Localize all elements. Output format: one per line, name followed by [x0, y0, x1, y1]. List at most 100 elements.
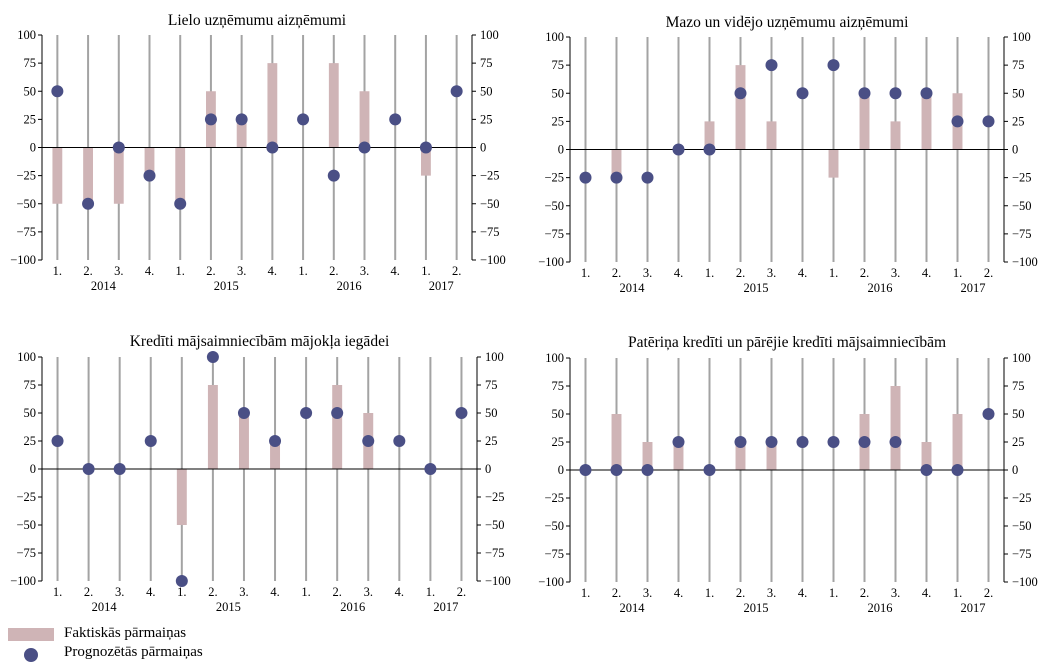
forecast-dot: [579, 171, 592, 184]
forecast-dot: [269, 435, 282, 447]
x-tick-label: 4.: [674, 586, 683, 600]
x-tick-label: 4.: [270, 585, 279, 599]
x-year-label: 2015: [744, 281, 769, 295]
y-tick-label-left: 100: [17, 350, 36, 364]
chart-title: Kredīti mājsaimniecībām mājokļa iegādei: [130, 333, 390, 350]
forecast-dot: [672, 436, 685, 448]
forecast-dot: [951, 115, 964, 128]
y-tick-label-left: 0: [558, 463, 564, 477]
forecast-dot: [796, 436, 809, 448]
x-tick-label: 4.: [922, 586, 931, 600]
y-tick-label-right: 50: [1012, 407, 1025, 421]
y-tick-label-left: 50: [24, 406, 37, 420]
x-tick-label: 3.: [239, 585, 248, 599]
x-tick-label: 1.: [298, 264, 307, 278]
forecast-dot: [734, 436, 747, 448]
x-year-label: 2014: [620, 281, 646, 295]
forecast-dot: [300, 407, 313, 419]
forecast-dot: [237, 407, 250, 419]
x-tick-label: 3.: [643, 266, 652, 280]
x-tick-label: 1.: [177, 585, 186, 599]
forecast-dot: [641, 171, 654, 184]
y-tick-label-left: 25: [24, 112, 37, 126]
bar: [766, 121, 777, 150]
y-tick-label-right: −100: [480, 253, 506, 267]
y-tick-label-right: −50: [1012, 199, 1032, 213]
bar: [890, 386, 901, 470]
y-tick-label-right: −100: [1012, 575, 1038, 589]
bar: [673, 442, 684, 470]
bar: [952, 414, 963, 470]
forecast-dot: [297, 113, 310, 126]
bar: [421, 147, 431, 176]
y-tick-label-right: −75: [1012, 227, 1032, 241]
bar: [144, 147, 155, 176]
forecast-dot: [174, 197, 187, 210]
y-tick-label-left: 100: [17, 28, 36, 42]
x-tick-label: 2.: [452, 264, 461, 278]
bar: [704, 121, 715, 150]
y-tick-label-left: −100: [10, 574, 36, 588]
y-tick-label-left: −50: [16, 518, 36, 532]
x-year-label: 2017: [433, 600, 458, 614]
forecast-dot: [734, 87, 747, 100]
x-year-label: 2017: [961, 601, 986, 615]
x-tick-label: 4.: [798, 586, 807, 600]
forecast-dot: [951, 464, 964, 476]
x-tick-label: 1.: [581, 266, 590, 280]
x-year-label: 2015: [216, 600, 241, 614]
forecast-dot: [331, 407, 344, 419]
y-tick-label-right: −25: [480, 169, 500, 183]
bar: [921, 442, 932, 470]
x-tick-label: 1.: [301, 585, 310, 599]
x-tick-label: 2.: [984, 266, 993, 280]
y-tick-label-left: 0: [30, 462, 36, 476]
forecast-dot: [362, 435, 375, 447]
forecast-dot: [113, 463, 126, 475]
bar: [828, 149, 839, 178]
forecast-dot: [889, 87, 902, 100]
forecast-dot: [765, 436, 778, 448]
y-tick-label-right: −50: [1012, 519, 1032, 533]
y-tick-label-right: 50: [480, 84, 493, 98]
x-tick-label: 1.: [176, 264, 185, 278]
bar: [52, 147, 63, 204]
y-tick-label-right: −25: [1012, 491, 1032, 505]
y-tick-label-right: 0: [1012, 143, 1018, 157]
forecast-dot: [920, 464, 933, 476]
bar: [642, 442, 653, 470]
y-tick-label-left: −75: [16, 546, 36, 560]
y-tick-label-right: −75: [1012, 547, 1032, 561]
legend-bar-swatch: [8, 628, 54, 641]
x-tick-label: 2.: [83, 264, 92, 278]
forecast-dot: [579, 464, 592, 476]
x-year-label: 2015: [214, 279, 239, 293]
x-tick-label: 1.: [953, 266, 962, 280]
bar: [207, 385, 218, 469]
x-tick-label: 2.: [860, 266, 869, 280]
x-tick-label: 1.: [829, 586, 838, 600]
bar: [766, 442, 777, 470]
forecast-dot: [235, 113, 248, 126]
x-tick-label: 1.: [705, 586, 714, 600]
x-year-label: 2016: [868, 601, 893, 615]
x-tick-label: 2.: [984, 586, 993, 600]
bar: [236, 119, 247, 148]
y-tick-label-right: 50: [1012, 86, 1025, 100]
y-tick-label-left: −25: [544, 171, 564, 185]
y-tick-label-right: −75: [480, 225, 500, 239]
forecast-dot: [389, 113, 402, 126]
bar: [735, 442, 746, 470]
x-tick-label: 4.: [146, 585, 155, 599]
y-tick-label-right: 75: [1012, 379, 1025, 393]
forecast-dot: [82, 463, 95, 475]
x-year-label: 2016: [340, 600, 365, 614]
forecast-dot: [424, 463, 437, 475]
forecast-dot: [206, 351, 219, 363]
y-tick-label-left: −25: [16, 169, 36, 183]
x-tick-label: 2.: [206, 264, 215, 278]
x-tick-label: 3.: [767, 586, 776, 600]
y-tick-label-right: 0: [485, 462, 491, 476]
bar: [83, 147, 93, 204]
